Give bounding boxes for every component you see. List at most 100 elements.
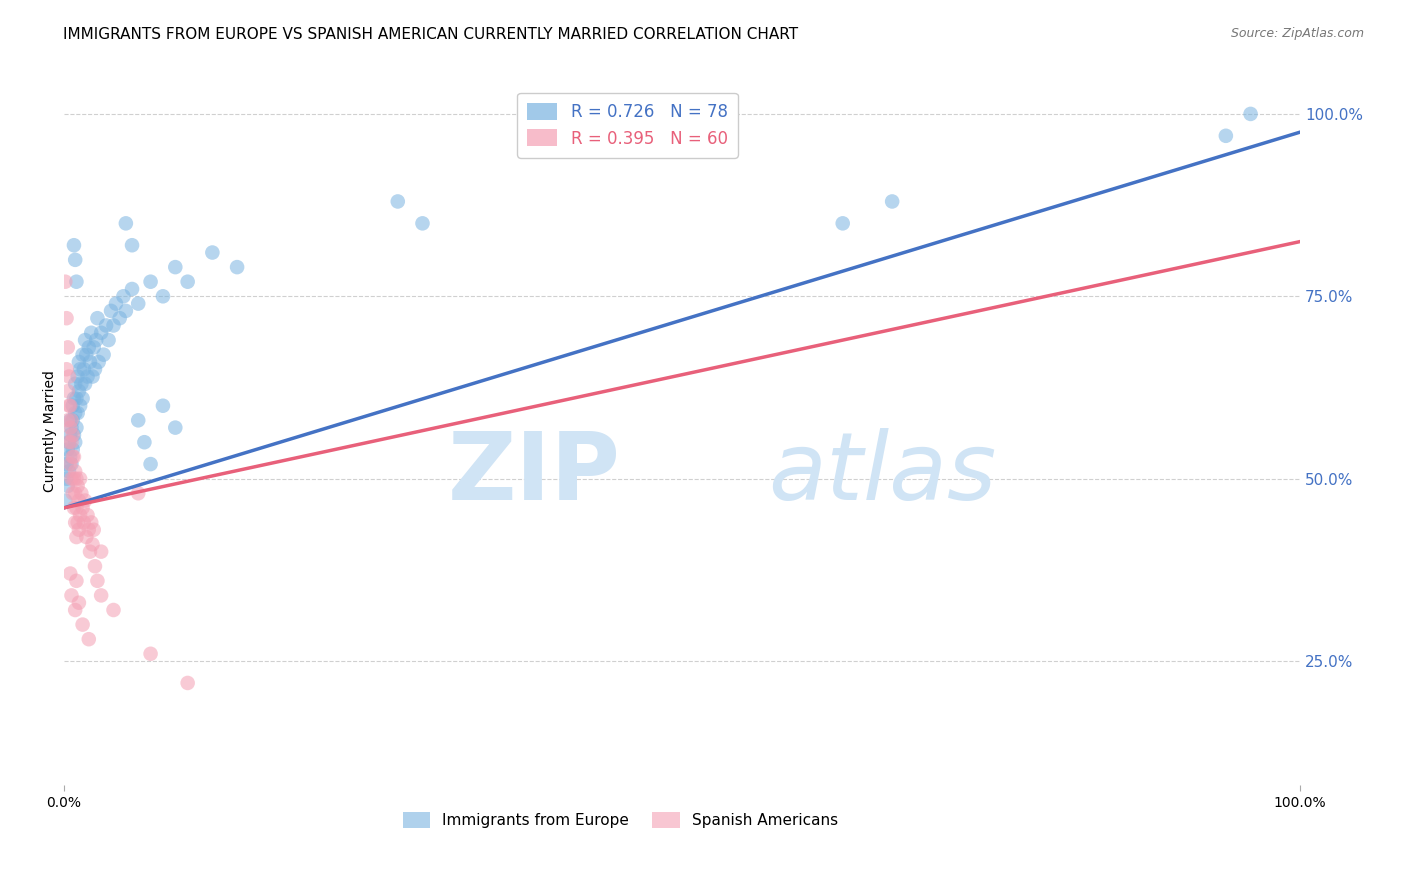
Point: [58, 435, 80, 450]
Point: [55, 472, 77, 486]
Point: [65, 472, 87, 486]
Point: [56, 340, 79, 354]
Point: [60, 457, 83, 471]
Point: [72, 500, 94, 515]
Point: [67, 355, 90, 369]
Point: [66, 516, 89, 530]
Point: [411, 216, 433, 230]
Point: [77, 340, 100, 354]
Point: [152, 289, 174, 303]
Point: [53, 275, 76, 289]
Point: [93, 348, 115, 362]
Text: Source: ZipAtlas.com: Source: ZipAtlas.com: [1230, 27, 1364, 40]
Point: [69, 508, 91, 523]
Point: [108, 311, 131, 326]
Point: [59, 457, 82, 471]
Point: [56, 384, 79, 398]
Point: [55, 457, 77, 471]
Point: [121, 238, 143, 252]
Point: [76, 369, 98, 384]
Point: [127, 296, 149, 310]
Point: [59, 566, 82, 581]
Point: [70, 376, 93, 391]
Point: [97, 333, 120, 347]
Point: [1215, 128, 1237, 143]
Point: [83, 340, 105, 354]
Point: [79, 355, 101, 369]
Point: [226, 260, 249, 274]
Point: [76, 508, 98, 523]
Point: [84, 333, 107, 347]
Point: [66, 406, 89, 420]
Point: [176, 275, 198, 289]
Point: [62, 442, 84, 457]
Point: [79, 544, 101, 558]
Point: [59, 420, 82, 434]
Point: [90, 544, 112, 558]
Point: [121, 282, 143, 296]
Text: atlas: atlas: [769, 428, 997, 519]
Point: [63, 252, 86, 267]
Point: [58, 369, 80, 384]
Point: [63, 486, 86, 500]
Point: [63, 603, 86, 617]
Point: [63, 500, 86, 515]
Point: [77, 632, 100, 647]
Point: [62, 450, 84, 464]
Point: [165, 420, 187, 434]
Point: [75, 376, 97, 391]
Point: [882, 194, 904, 209]
Point: [127, 486, 149, 500]
Point: [176, 676, 198, 690]
Point: [60, 420, 83, 434]
Point: [86, 574, 108, 588]
Text: ZIP: ZIP: [447, 428, 620, 520]
Point: [65, 420, 87, 434]
Point: [58, 435, 80, 450]
Point: [139, 647, 162, 661]
Point: [72, 348, 94, 362]
Point: [83, 523, 105, 537]
Point: [86, 311, 108, 326]
Point: [831, 216, 853, 230]
Point: [70, 486, 93, 500]
Point: [84, 362, 107, 376]
Point: [75, 493, 97, 508]
Point: [82, 537, 104, 551]
Point: [69, 472, 91, 486]
Legend: Immigrants from Europe, Spanish Americans: Immigrants from Europe, Spanish American…: [396, 805, 844, 834]
Point: [115, 304, 138, 318]
Point: [72, 617, 94, 632]
Point: [59, 413, 82, 427]
Point: [63, 472, 86, 486]
Point: [62, 428, 84, 442]
Point: [139, 275, 162, 289]
Point: [87, 355, 110, 369]
Point: [63, 450, 86, 464]
Point: [65, 530, 87, 544]
Point: [77, 523, 100, 537]
Point: [67, 493, 90, 508]
Point: [63, 406, 86, 420]
Point: [73, 362, 96, 376]
Point: [94, 318, 117, 333]
Point: [63, 464, 86, 478]
Point: [82, 369, 104, 384]
Point: [65, 275, 87, 289]
Point: [59, 428, 82, 442]
Point: [60, 472, 83, 486]
Point: [103, 603, 125, 617]
Y-axis label: Currently Married: Currently Married: [44, 370, 58, 492]
Point: [75, 348, 97, 362]
Point: [60, 589, 83, 603]
Point: [56, 413, 79, 427]
Point: [165, 260, 187, 274]
Point: [59, 450, 82, 464]
Point: [103, 318, 125, 333]
Point: [63, 376, 86, 391]
Point: [127, 413, 149, 427]
Point: [139, 457, 162, 471]
Point: [66, 479, 89, 493]
Point: [66, 369, 89, 384]
Point: [80, 516, 103, 530]
